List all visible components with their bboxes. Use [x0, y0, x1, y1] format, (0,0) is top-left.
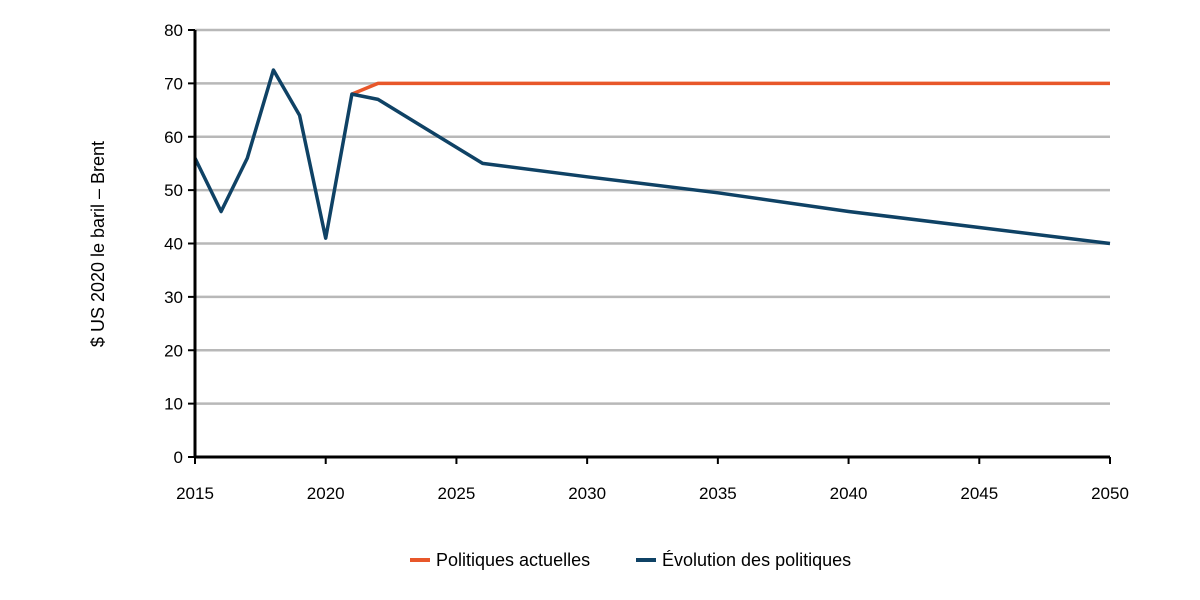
y-tick-label-70: 70: [164, 74, 183, 93]
y-tick-label-40: 40: [164, 235, 183, 254]
x-tick-label-2030: 2030: [568, 484, 606, 503]
y-axis-ticks: 0 10 20 30 40 50 60 70 80: [164, 21, 195, 467]
y-tick-label-10: 10: [164, 395, 183, 414]
legend: Politiques actuelles Évolution des politi…: [410, 550, 851, 570]
x-tick-label-2025: 2025: [438, 484, 476, 503]
y-tick-label-20: 20: [164, 341, 183, 360]
x-tick-label-2035: 2035: [699, 484, 737, 503]
y-tick-label-50: 50: [164, 181, 183, 200]
y-tick-label-30: 30: [164, 288, 183, 307]
y-tick-label-80: 80: [164, 21, 183, 40]
x-tick-label-2015: 2015: [176, 484, 214, 503]
series-line-1: [193, 68, 1111, 246]
legend-label-0: Politiques actuelles: [436, 550, 590, 570]
y-axis-title: $ US 2020 le baril – Brent: [88, 141, 108, 347]
x-tick-label-2040: 2040: [830, 484, 868, 503]
gridlines: [195, 28, 1110, 405]
y-tick-label-0: 0: [174, 448, 183, 467]
x-axis-ticks: 2015 2020 2025 2030 2035 2040 2045 2050: [176, 457, 1129, 503]
x-tick-label-2050: 2050: [1091, 484, 1129, 503]
x-tick-label-2020: 2020: [307, 484, 345, 503]
series-lines: [193, 68, 1111, 246]
y-tick-label-60: 60: [164, 128, 183, 147]
x-tick-label-2045: 2045: [960, 484, 998, 503]
series-line-0: [351, 81, 1110, 96]
legend-label-1: Évolution des politiques: [662, 550, 851, 570]
